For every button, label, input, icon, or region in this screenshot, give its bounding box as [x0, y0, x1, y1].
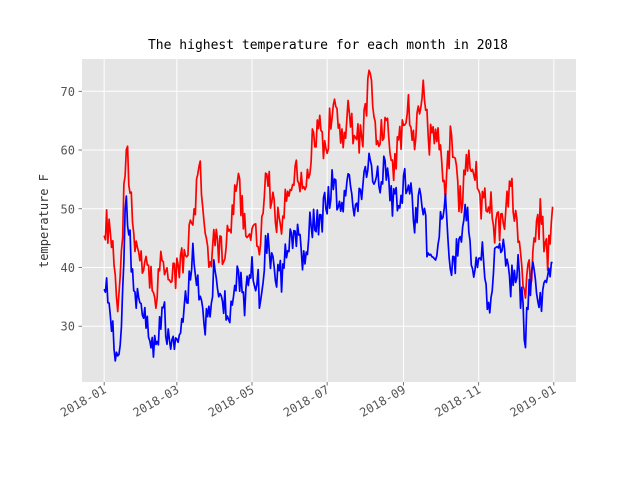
- y-axis: 30 40 50 60 70: [61, 85, 82, 334]
- y-tick-label: 40: [61, 261, 75, 275]
- series-line-low: [103, 152, 553, 362]
- chart-title: The highest temperature for each month i…: [148, 38, 508, 53]
- x-tick-label: 2018-07: [281, 382, 332, 419]
- x-tick-label: 2018-03: [131, 382, 182, 419]
- x-gridlines: [103, 59, 555, 382]
- plot-area: [82, 59, 576, 382]
- x-tick-label: 2019-01: [508, 382, 559, 419]
- y-tick-label: 70: [61, 85, 75, 99]
- x-tick-label: 2018-11: [432, 382, 483, 419]
- x-tick-label: 2018-09: [357, 382, 408, 419]
- y-tick-label: 30: [61, 320, 75, 334]
- x-tick-label: 2018-05: [206, 382, 257, 419]
- y-axis-label: temperature F: [37, 174, 51, 268]
- x-tick-label: 2018-01: [58, 382, 109, 419]
- y-tick-label: 50: [61, 202, 75, 216]
- y-tick-label: 60: [61, 144, 75, 158]
- x-axis: 2018-01 2018-03 2018-05 2018-07 2018-09 2018-…: [58, 382, 558, 420]
- series-layer: [103, 69, 554, 362]
- series-line-high: [103, 69, 554, 313]
